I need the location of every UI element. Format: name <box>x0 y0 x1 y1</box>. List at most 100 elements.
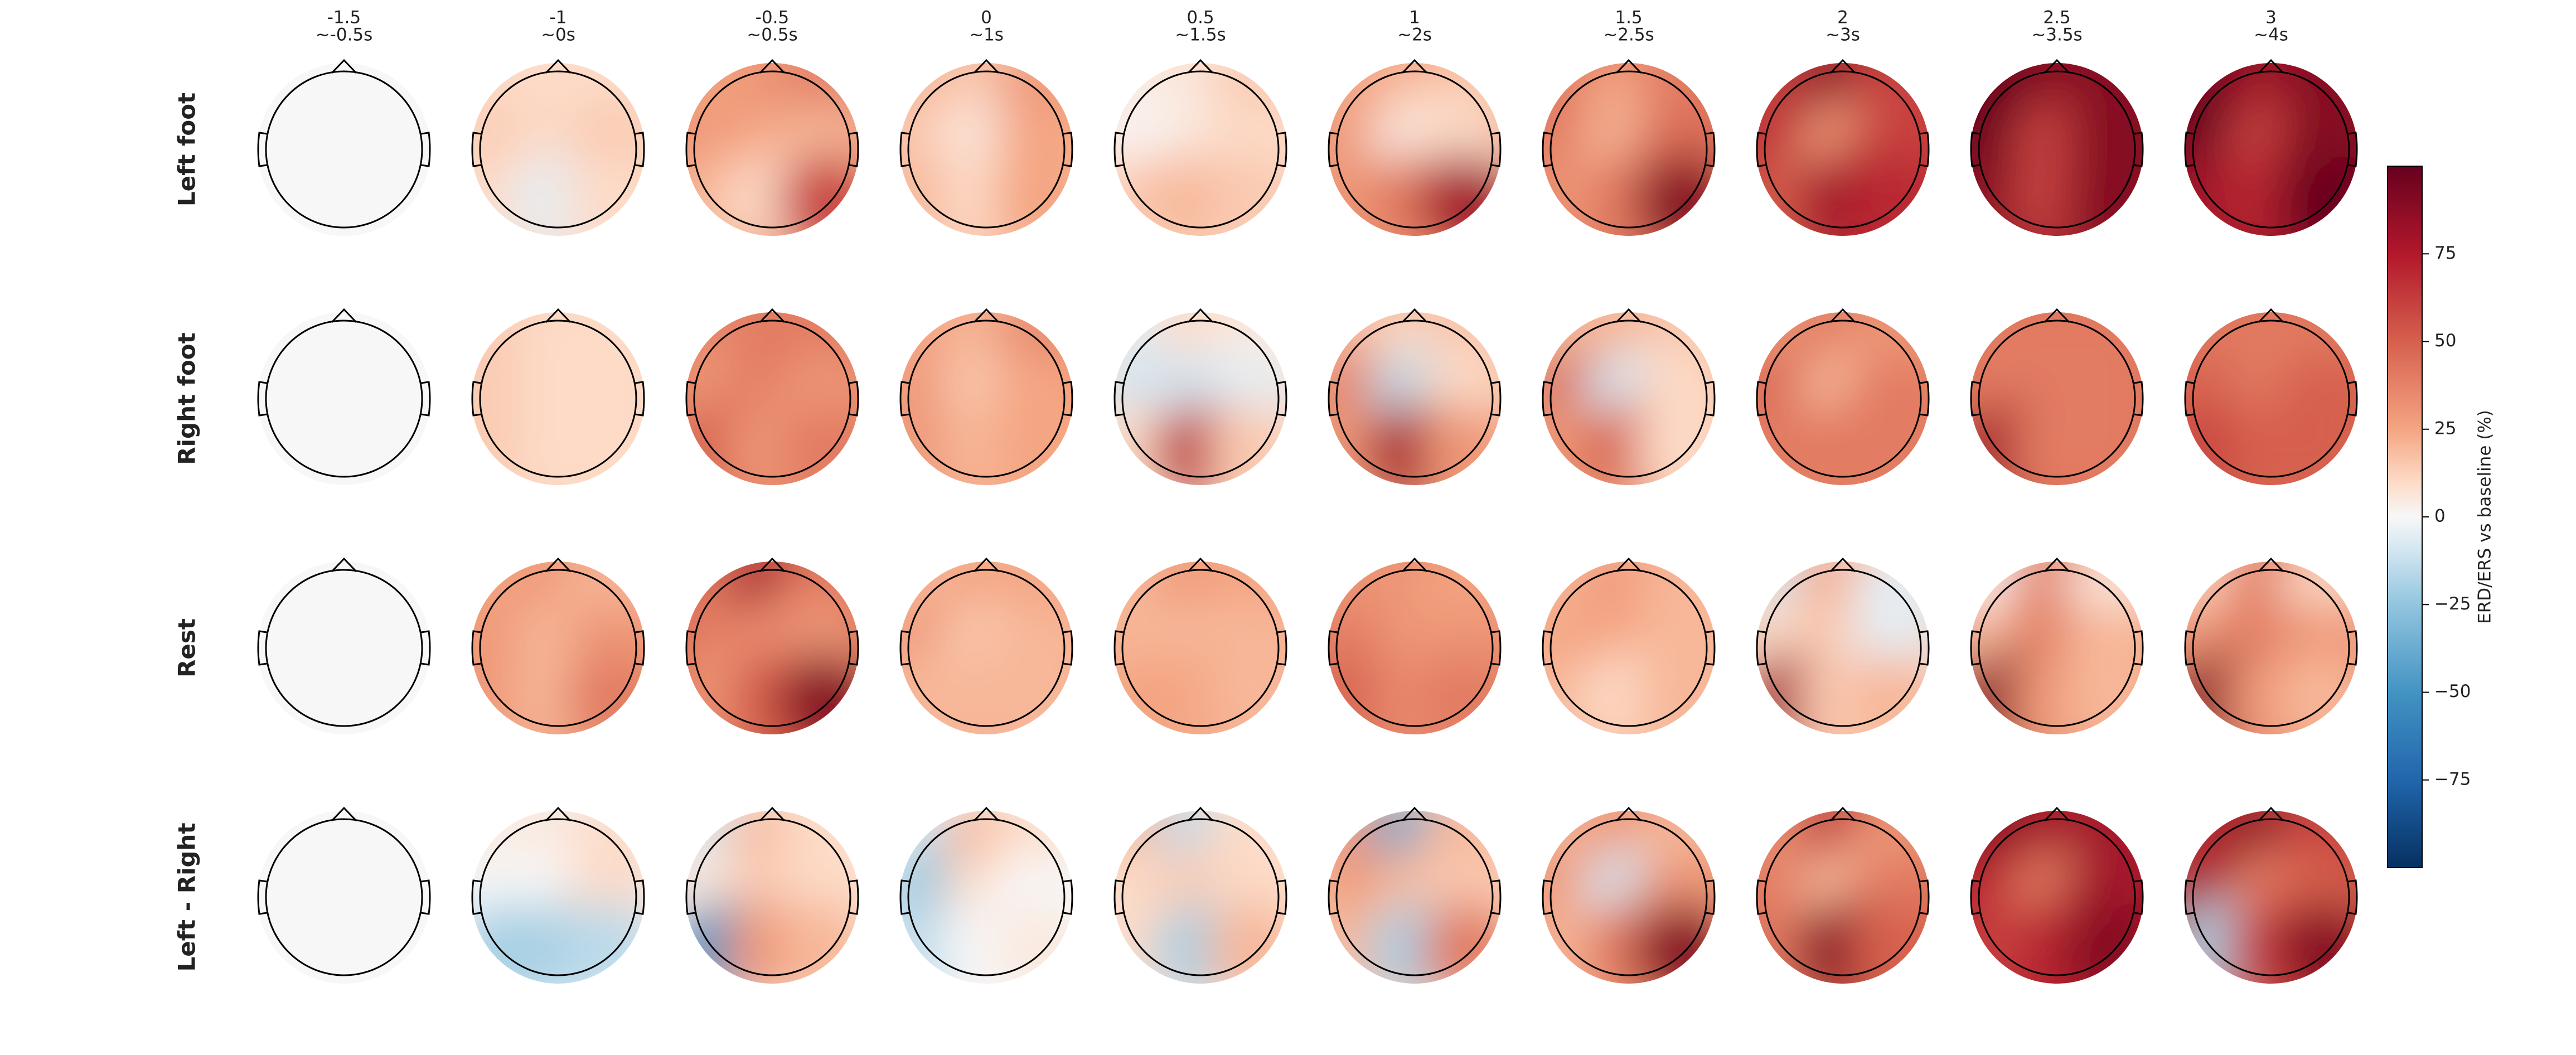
topomap-cell <box>1847 154 1929 236</box>
ear-right <box>1063 132 1073 167</box>
head-outline <box>693 70 851 229</box>
ear-left <box>1328 630 1338 666</box>
ear-left <box>1756 381 1766 417</box>
topomap-cell <box>563 154 645 236</box>
ear-left <box>899 132 910 167</box>
nose <box>1615 806 1642 822</box>
nose <box>1187 59 1214 74</box>
ear-left <box>1542 132 1552 167</box>
topomap-cell <box>2061 403 2143 485</box>
nose <box>2258 806 2284 822</box>
row-label: Left foot <box>173 93 201 206</box>
topomap <box>1970 562 2143 734</box>
topomap-field <box>686 312 859 485</box>
topomap-cell <box>1419 902 1501 984</box>
ear-left <box>2184 132 2195 167</box>
topomap-field <box>900 312 1073 485</box>
topomap-cell <box>2275 652 2357 734</box>
topomap-cell <box>1633 902 1715 984</box>
ear-right <box>1063 879 1073 915</box>
ear-left <box>471 879 482 915</box>
topomap-cell <box>2061 652 2143 734</box>
column-window: ~1.5s <box>1175 25 1226 45</box>
ear-right <box>1705 879 1716 915</box>
ear-left <box>899 630 910 666</box>
ear-right <box>1491 381 1502 417</box>
head-outline <box>1764 569 1922 727</box>
topomap-field <box>472 811 645 984</box>
nose <box>1401 59 1428 74</box>
topomap <box>2185 312 2357 485</box>
ear-left <box>899 879 910 915</box>
topomap-field <box>258 312 430 485</box>
head-outline <box>2192 569 2350 727</box>
ear-right <box>2347 630 2358 666</box>
nose <box>2258 59 2284 74</box>
colorbar-tick-label: −75 <box>2434 769 2471 789</box>
topomap-cell <box>1847 403 1929 485</box>
head-outline <box>1764 320 1922 478</box>
topomap <box>1970 811 2143 984</box>
topomap-cell <box>2061 154 2143 236</box>
ear-left <box>2184 879 2195 915</box>
nose <box>2044 557 2070 573</box>
nose <box>759 557 786 573</box>
column-time: 1 <box>1409 8 1420 28</box>
head-outline <box>1121 70 1280 229</box>
column-window: ~4s <box>2254 25 2288 45</box>
nose <box>2044 308 2070 323</box>
ear-right <box>1277 630 1287 666</box>
ear-right <box>1705 132 1716 167</box>
ear-right <box>635 132 645 167</box>
ear-left <box>1970 381 1981 417</box>
ear-right <box>1277 132 1287 167</box>
nose <box>973 557 1000 573</box>
topomap-field <box>900 63 1073 236</box>
topomap-field <box>2185 312 2357 485</box>
head-outline <box>1978 320 2136 478</box>
nose <box>973 308 1000 323</box>
topomap-cell <box>348 652 430 734</box>
head-outline <box>265 70 423 229</box>
nose <box>2258 308 2284 323</box>
ear-right <box>1705 630 1716 666</box>
colorbar-tick-label: −50 <box>2434 681 2471 701</box>
head-outline <box>265 818 423 976</box>
topomap-field <box>1542 562 1715 734</box>
ear-left <box>1113 132 1124 167</box>
topomap-field <box>1542 811 1715 984</box>
topomap-field <box>900 562 1073 734</box>
ear-right <box>2347 132 2358 167</box>
nose <box>2044 59 2070 74</box>
column-window: ~2.5s <box>1603 25 1654 45</box>
head-outline <box>1335 70 1494 229</box>
topomap-cell <box>1633 403 1715 485</box>
column-window: ~3s <box>1826 25 1860 45</box>
nose <box>331 308 357 323</box>
colorbar-tick-label: −25 <box>2434 594 2471 614</box>
topomap-field <box>472 63 645 236</box>
topomap-cell <box>2275 902 2357 984</box>
ear-right <box>1919 630 1930 666</box>
topomap-cell <box>2275 154 2357 236</box>
topomap-cell <box>2275 403 2357 485</box>
nose <box>1401 557 1428 573</box>
topomap-cell <box>1633 652 1715 734</box>
topomap-cell <box>563 652 645 734</box>
topomap-cell <box>1847 902 1929 984</box>
head-outline <box>907 569 1066 727</box>
topomap <box>686 811 859 984</box>
ear-right <box>849 132 859 167</box>
ear-left <box>1113 879 1124 915</box>
ear-right <box>635 630 645 666</box>
topomap-cell <box>1205 652 1287 734</box>
topomap-field <box>472 312 645 485</box>
topomap <box>900 811 1073 984</box>
nose <box>331 806 357 822</box>
nose <box>545 308 572 323</box>
head-outline <box>1978 70 2136 229</box>
ear-right <box>849 381 859 417</box>
column-time: 0 <box>981 8 992 28</box>
nose <box>1829 806 1856 822</box>
ear-right <box>2133 630 2144 666</box>
